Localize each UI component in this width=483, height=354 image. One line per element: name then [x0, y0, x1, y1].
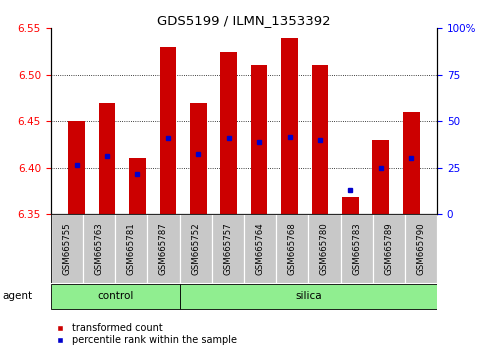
Bar	[212, 214, 244, 283]
Bar	[276, 214, 308, 283]
Text: GSM665789: GSM665789	[384, 222, 393, 275]
Bar	[115, 214, 147, 283]
Bar	[159, 47, 176, 214]
Bar	[129, 159, 146, 214]
Bar	[244, 214, 276, 283]
Bar	[220, 52, 237, 214]
Text: GDS5199 / ILMN_1353392: GDS5199 / ILMN_1353392	[157, 14, 331, 27]
Text: control: control	[97, 291, 133, 302]
Bar	[373, 214, 405, 283]
Text: GSM665787: GSM665787	[159, 222, 168, 275]
Bar	[99, 103, 115, 214]
Text: GSM665783: GSM665783	[352, 222, 361, 275]
Bar	[180, 284, 437, 309]
Bar	[342, 198, 359, 214]
Text: GSM665752: GSM665752	[191, 222, 200, 275]
Bar	[312, 65, 328, 214]
Bar	[403, 112, 420, 214]
Bar	[51, 214, 83, 283]
Text: GSM665768: GSM665768	[288, 222, 297, 275]
Bar	[372, 140, 389, 214]
Bar	[68, 121, 85, 214]
Text: GSM665763: GSM665763	[95, 222, 103, 275]
Bar	[405, 214, 437, 283]
Legend: transformed count, percentile rank within the sample: transformed count, percentile rank withi…	[46, 319, 241, 349]
Bar	[147, 214, 180, 283]
Bar	[341, 214, 373, 283]
Bar	[308, 214, 341, 283]
Bar	[83, 214, 115, 283]
Text: GSM665757: GSM665757	[223, 222, 232, 275]
Text: GSM665780: GSM665780	[320, 222, 329, 275]
Text: silica: silica	[295, 291, 322, 302]
Text: GSM665755: GSM665755	[62, 222, 71, 275]
Bar	[190, 103, 207, 214]
Bar	[281, 38, 298, 214]
Text: GSM665790: GSM665790	[416, 222, 426, 275]
Bar	[251, 65, 268, 214]
Text: GSM665781: GSM665781	[127, 222, 136, 275]
Bar	[51, 284, 180, 309]
Bar	[180, 214, 212, 283]
Text: GSM665764: GSM665764	[256, 222, 265, 275]
Text: agent: agent	[2, 291, 32, 302]
